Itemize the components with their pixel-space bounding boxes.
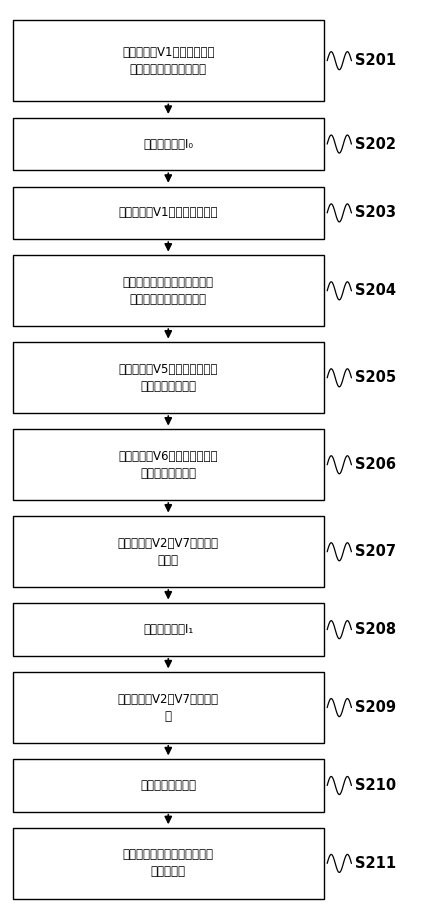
FancyBboxPatch shape xyxy=(13,828,324,899)
Text: S207: S207 xyxy=(355,545,396,559)
Text: S208: S208 xyxy=(355,622,396,637)
Text: S203: S203 xyxy=(355,206,396,220)
FancyBboxPatch shape xyxy=(13,516,324,587)
Text: S201: S201 xyxy=(355,53,396,68)
Text: S210: S210 xyxy=(355,778,396,793)
FancyBboxPatch shape xyxy=(13,603,324,656)
FancyBboxPatch shape xyxy=(13,187,324,239)
Text: 采集入射光强I₀: 采集入射光强I₀ xyxy=(143,138,193,150)
FancyBboxPatch shape xyxy=(13,342,324,413)
Text: 关闭电磁阀V2、V7，排出废
液: 关闭电磁阀V2、V7，排出废 液 xyxy=(118,692,219,723)
FancyBboxPatch shape xyxy=(13,118,324,170)
Text: 开启电磁阀V6，泵入一定量的
第二显色剂后关闭: 开启电磁阀V6，泵入一定量的 第二显色剂后关闭 xyxy=(118,449,218,480)
FancyBboxPatch shape xyxy=(13,672,324,743)
Text: 开启蠕动泵和光源，泵入已知
浓度的亚硝酸盐标准溶液: 开启蠕动泵和光源，泵入已知 浓度的亚硝酸盐标准溶液 xyxy=(123,275,214,306)
Text: 开启电磁阀V1、光源和蠕动
泵，泵入蒸馏水冲洗流路: 开启电磁阀V1、光源和蠕动 泵，泵入蒸馏水冲洗流路 xyxy=(122,45,215,76)
FancyBboxPatch shape xyxy=(13,429,324,500)
Text: S211: S211 xyxy=(355,856,396,871)
Text: 计算所述标准溶液中的亚硝酸
盐的吸光度: 计算所述标准溶液中的亚硝酸 盐的吸光度 xyxy=(123,848,214,879)
Text: 关闭电磁阀V1、光源和蠕动泵: 关闭电磁阀V1、光源和蠕动泵 xyxy=(118,207,218,219)
Text: 采集透射光强I₁: 采集透射光强I₁ xyxy=(143,623,193,636)
Text: S209: S209 xyxy=(355,700,396,715)
Text: S205: S205 xyxy=(355,371,396,385)
Text: S202: S202 xyxy=(355,137,396,151)
Text: S204: S204 xyxy=(355,284,396,298)
FancyBboxPatch shape xyxy=(13,255,324,326)
FancyBboxPatch shape xyxy=(13,20,324,101)
FancyBboxPatch shape xyxy=(13,759,324,812)
Text: 开启电磁阀V5，泵入一定量的
第一显色剂后关闭: 开启电磁阀V5，泵入一定量的 第一显色剂后关闭 xyxy=(118,362,218,393)
Text: S206: S206 xyxy=(355,458,396,472)
Text: 关闭光源和蠕动泵: 关闭光源和蠕动泵 xyxy=(140,779,196,792)
Text: 开启电磁阀V2、V7，形成封
闭环流: 开启电磁阀V2、V7，形成封 闭环流 xyxy=(118,536,219,567)
